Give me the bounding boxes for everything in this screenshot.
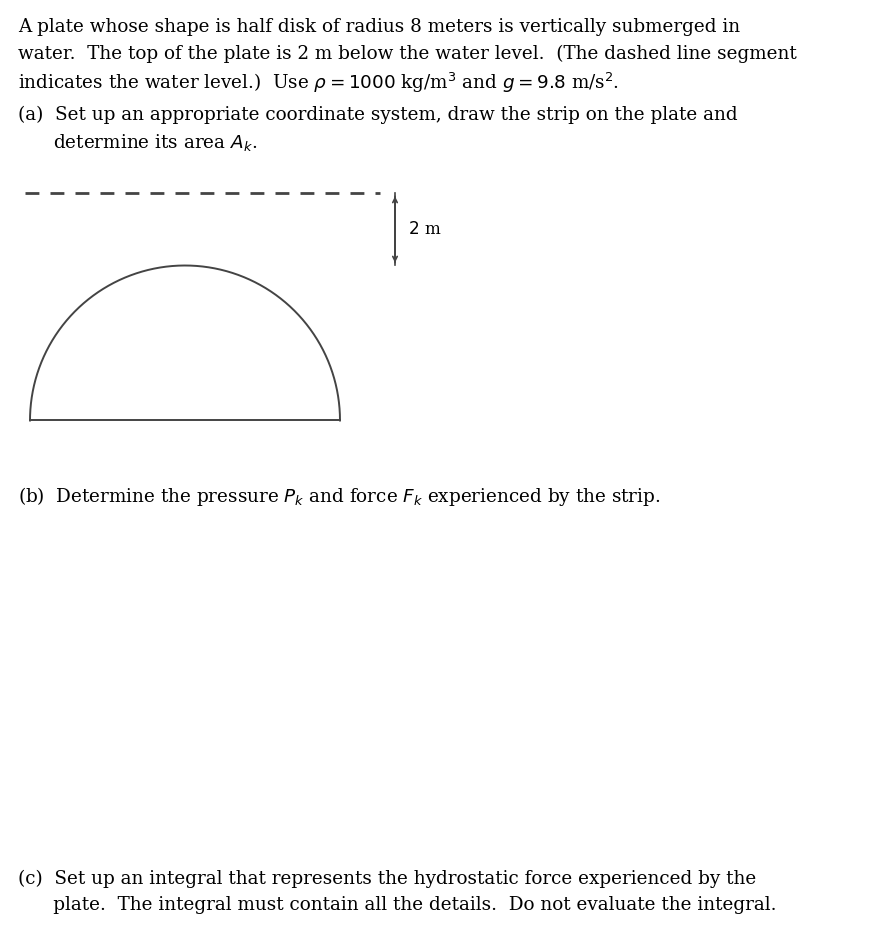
Text: determine its area $A_k$.: determine its area $A_k$. [18, 132, 257, 153]
Text: (a)  Set up an appropriate coordinate system, draw the strip on the plate and: (a) Set up an appropriate coordinate sys… [18, 105, 738, 123]
Text: water.  The top of the plate is 2 m below the water level.  (The dashed line seg: water. The top of the plate is 2 m below… [18, 45, 797, 63]
Text: A plate whose shape is half disk of radius 8 meters is vertically submerged in: A plate whose shape is half disk of radi… [18, 18, 740, 36]
Text: $2$ m: $2$ m [408, 221, 441, 238]
Text: (c)  Set up an integral that represents the hydrostatic force experienced by the: (c) Set up an integral that represents t… [18, 870, 756, 888]
Text: (b)  Determine the pressure $P_k$ and force $F_k$ experienced by the strip.: (b) Determine the pressure $P_k$ and for… [18, 486, 660, 509]
Text: plate.  The integral must contain all the details.  Do not evaluate the integral: plate. The integral must contain all the… [18, 897, 776, 915]
Text: indicates the water level.)  Use $\rho = 1000$ kg/m$^3$ and $g = 9.8$ m/s$^2$.: indicates the water level.) Use $\rho = … [18, 71, 619, 95]
